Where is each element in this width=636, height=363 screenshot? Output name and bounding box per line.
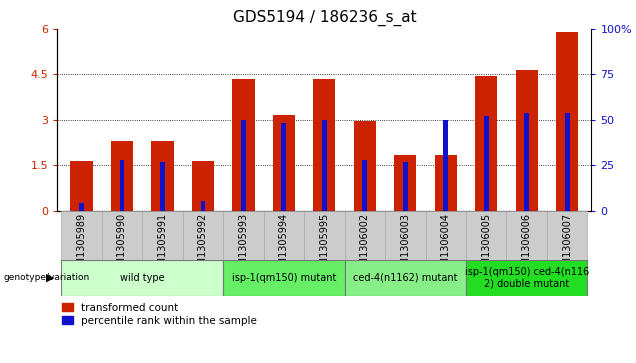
Text: GSM1305993: GSM1305993 [238, 213, 249, 278]
Bar [79, 203, 84, 211]
Bar [345, 211, 385, 260]
Text: GSM1305994: GSM1305994 [279, 213, 289, 278]
Bar [363, 160, 367, 211]
Text: GSM1306005: GSM1306005 [481, 213, 491, 278]
Bar [403, 162, 408, 211]
Bar [443, 120, 448, 211]
Bar [61, 260, 223, 296]
Bar [264, 211, 304, 260]
Bar [223, 260, 345, 296]
Bar [434, 155, 457, 211]
Text: GSM1305995: GSM1305995 [319, 213, 329, 278]
Text: GSM1305992: GSM1305992 [198, 213, 208, 278]
Bar [565, 113, 570, 211]
Bar [394, 155, 417, 211]
Text: GSM1306002: GSM1306002 [360, 213, 370, 278]
Text: GSM1306006: GSM1306006 [522, 213, 532, 278]
Bar [322, 120, 327, 211]
Text: wild type: wild type [120, 273, 165, 283]
Bar [506, 211, 547, 260]
Bar [232, 79, 254, 211]
Text: GSM1305989: GSM1305989 [76, 213, 86, 278]
Bar [120, 160, 125, 211]
Bar [304, 211, 345, 260]
Text: GSM1305990: GSM1305990 [117, 213, 127, 278]
Bar [71, 160, 93, 211]
Title: GDS5194 / 186236_s_at: GDS5194 / 186236_s_at [233, 10, 416, 26]
Bar [354, 121, 376, 211]
Bar [516, 70, 538, 211]
Bar [102, 211, 142, 260]
Bar [160, 162, 165, 211]
Bar [223, 211, 264, 260]
Bar [466, 260, 588, 296]
Text: genotype/variation: genotype/variation [3, 273, 90, 282]
Bar [475, 76, 497, 211]
Bar [282, 123, 286, 211]
Text: GSM1306004: GSM1306004 [441, 213, 451, 278]
Bar [547, 211, 588, 260]
Legend: transformed count, percentile rank within the sample: transformed count, percentile rank withi… [62, 303, 257, 326]
Bar [151, 141, 174, 211]
Bar [241, 120, 246, 211]
Text: isp-1(qm150) mutant: isp-1(qm150) mutant [232, 273, 336, 283]
Bar [556, 32, 578, 211]
Bar [183, 211, 223, 260]
Bar [111, 141, 133, 211]
Text: isp-1(qm150) ced-4(n116
2) double mutant: isp-1(qm150) ced-4(n116 2) double mutant [465, 267, 589, 289]
Bar [273, 115, 295, 211]
Text: GSM1305991: GSM1305991 [158, 213, 167, 278]
Bar [192, 160, 214, 211]
Text: ▶: ▶ [46, 273, 54, 283]
Bar [425, 211, 466, 260]
Bar [200, 201, 205, 211]
Bar [385, 211, 425, 260]
Bar [61, 211, 102, 260]
Bar [484, 116, 488, 211]
Bar [345, 260, 466, 296]
Bar [313, 79, 336, 211]
Bar [524, 113, 529, 211]
Text: ced-4(n1162) mutant: ced-4(n1162) mutant [353, 273, 457, 283]
Bar [142, 211, 183, 260]
Text: GSM1306007: GSM1306007 [562, 213, 572, 278]
Text: GSM1306003: GSM1306003 [400, 213, 410, 278]
Bar [466, 211, 506, 260]
